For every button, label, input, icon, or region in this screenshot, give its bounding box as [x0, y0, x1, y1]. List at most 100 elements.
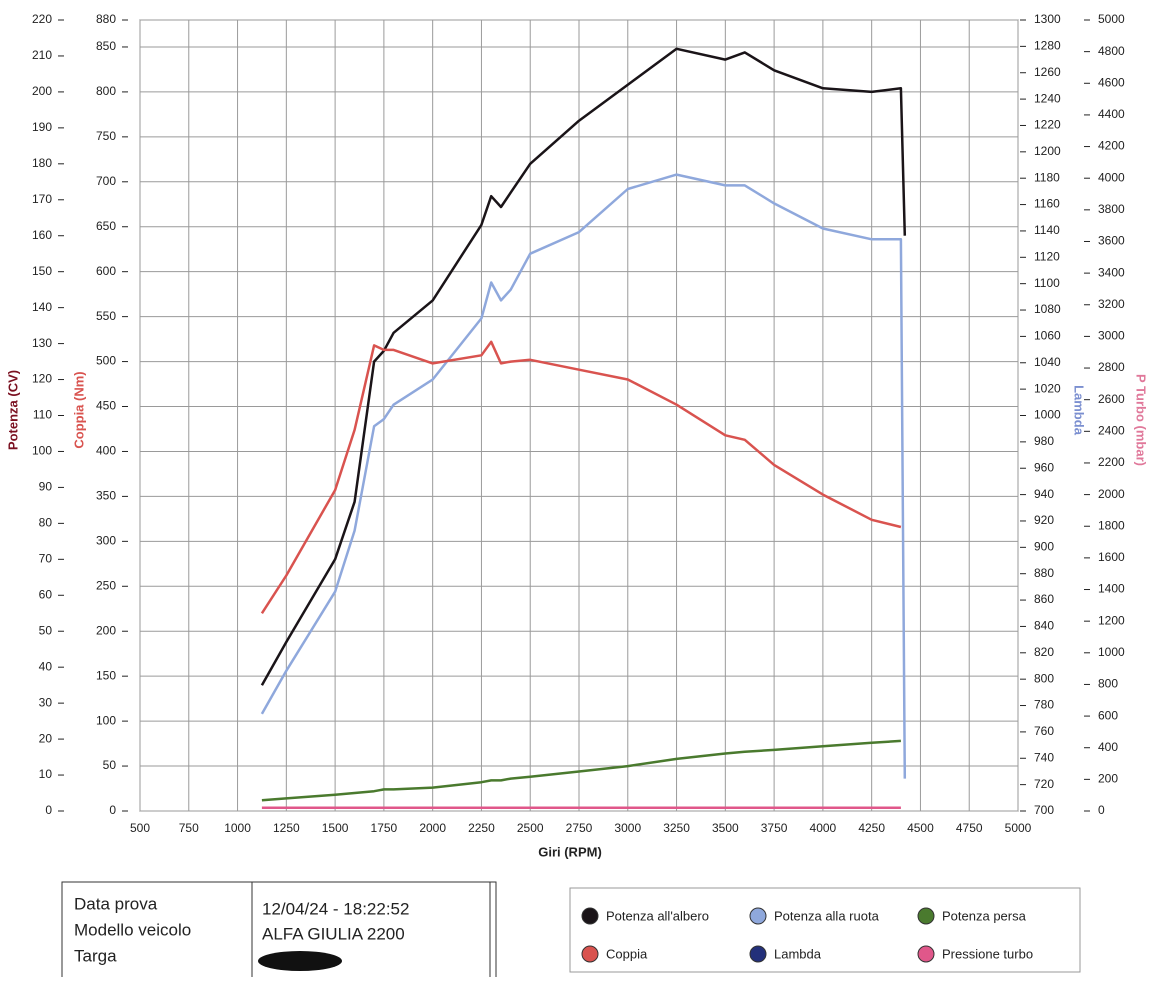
legend-box	[569, 887, 1081, 973]
y-tick-label: 650	[96, 219, 116, 233]
y-tick-label: 880	[1034, 566, 1054, 580]
x-tick-label: 1750	[371, 821, 398, 835]
y-tick-label: 4200	[1098, 139, 1125, 153]
y-axis-title: P Turbo (mbar)	[1134, 374, 1149, 466]
y-tick-label: 3600	[1098, 234, 1125, 248]
x-tick-label: 3250	[663, 821, 690, 835]
redaction	[258, 951, 342, 971]
legend: Potenza all'albero Potenza alla ruota Pote…	[581, 907, 1033, 963]
info-label: Targa	[74, 946, 117, 965]
y-tick-label: 750	[96, 129, 116, 143]
y-tick-label: 120	[32, 372, 52, 386]
y-tick-label: 1000	[1098, 645, 1125, 659]
y-tick-label: 250	[96, 578, 116, 592]
y-tick-label: 80	[39, 516, 53, 530]
y-tick-label: 2400	[1098, 423, 1125, 437]
y-tick-label: 3400	[1098, 265, 1125, 279]
y-tick-label: 2800	[1098, 360, 1125, 374]
y-tick-label: 1200	[1098, 613, 1125, 627]
y-tick-label: 1260	[1034, 65, 1061, 79]
y-tick-label: 980	[1034, 434, 1054, 448]
y-tick-label: 1220	[1034, 118, 1061, 132]
series-line	[260, 47, 907, 686]
y-tick-label: 50	[39, 623, 53, 637]
info-value: ALFA GIULIA 2200	[262, 924, 405, 943]
y-tick-label: 700	[1034, 803, 1054, 817]
info-box	[61, 881, 497, 982]
legend-marker	[581, 945, 599, 963]
y-tick-label: 140	[32, 300, 52, 314]
y-tick-label: 4400	[1098, 107, 1125, 121]
x-tick-label: 4000	[810, 821, 837, 835]
y-tick-label: 150	[96, 668, 116, 682]
y-tick-label: 1600	[1098, 550, 1125, 564]
y-tick-label: 1240	[1034, 91, 1061, 105]
legend-marker	[917, 907, 935, 925]
y-tick-label: 210	[32, 48, 52, 62]
y-tick-label: 100	[32, 444, 52, 458]
x-tick-label: 500	[130, 821, 150, 835]
x-tick-label: 750	[179, 821, 199, 835]
legend-marker	[581, 907, 599, 925]
y-tick-label: 200	[32, 84, 52, 98]
y-tick-label: 130	[32, 336, 52, 350]
y-tick-label: 160	[32, 228, 52, 242]
legend-label: Potenza all'albero	[606, 908, 709, 923]
y-tick-label: 720	[1034, 777, 1054, 791]
y-tick-label: 550	[96, 309, 116, 323]
y-tick-label: 150	[32, 264, 52, 278]
y-tick-label: 850	[96, 39, 116, 53]
y-tick-label: 800	[1098, 677, 1118, 691]
y-tick-label: 3200	[1098, 297, 1125, 311]
legend-label: Potenza persa	[942, 908, 1027, 923]
y-tick-label: 500	[96, 354, 116, 368]
info-table: Data prova Modello veicolo Targa 12/04/2…	[61, 881, 497, 982]
y-tick-label: 840	[1034, 619, 1054, 633]
y-tick-label: 1300	[1034, 12, 1061, 26]
y-tick-label: 110	[33, 408, 52, 422]
y-tick-label: 60	[39, 587, 53, 601]
x-tick-label: 1500	[322, 821, 349, 835]
y-tick-label: 10	[39, 767, 53, 781]
y-tick-label: 740	[1034, 750, 1054, 764]
legend-marker	[749, 907, 767, 925]
y-tick-label: 170	[32, 192, 52, 206]
info-label: Data prova	[74, 894, 158, 913]
y-tick-label: 100	[96, 713, 116, 727]
y-tick-label: 1200	[1034, 144, 1061, 158]
x-tick-label: 3000	[614, 821, 641, 835]
x-tick-label: 2750	[566, 821, 593, 835]
y-tick-label: 820	[1034, 645, 1054, 659]
legend-label: Potenza alla ruota	[774, 908, 880, 923]
y-tick-label: 880	[96, 12, 116, 26]
y-tick-label: 780	[1034, 698, 1054, 712]
y-tick-label: 760	[1034, 724, 1054, 738]
y-tick-label: 180	[32, 156, 52, 170]
y-axis-title: Potenza (CV)	[5, 370, 20, 450]
y-tick-label: 3800	[1098, 202, 1125, 216]
x-tick-label: 2250	[468, 821, 495, 835]
y-tick-label: 920	[1034, 513, 1054, 527]
x-tick-label: 1000	[224, 821, 251, 835]
y-tick-label: 1060	[1034, 329, 1061, 343]
y-tick-label: 40	[39, 659, 53, 673]
y-tick-label: 4800	[1098, 44, 1125, 58]
info-value: 12/04/24 - 18:22:52	[262, 899, 409, 918]
x-axis-title: Giri (RPM)	[538, 844, 602, 859]
y-tick-label: 1040	[1034, 355, 1061, 369]
y-tick-label: 1100	[1034, 276, 1060, 290]
y-tick-label: 1080	[1034, 302, 1061, 316]
x-tick-label: 4750	[956, 821, 983, 835]
x-tick-label: 4250	[858, 821, 885, 835]
y-tick-label: 2600	[1098, 392, 1125, 406]
y-tick-label: 70	[39, 551, 53, 565]
y-tick-label: 4000	[1098, 170, 1125, 184]
y-tick-label: 0	[109, 803, 116, 817]
y-tick-label: 4600	[1098, 75, 1125, 89]
y-tick-label: 190	[32, 120, 52, 134]
y-tick-label: 400	[96, 444, 116, 458]
x-tick-label: 4500	[907, 821, 934, 835]
series-line	[261, 739, 901, 802]
y-tick-label: 600	[96, 264, 116, 278]
